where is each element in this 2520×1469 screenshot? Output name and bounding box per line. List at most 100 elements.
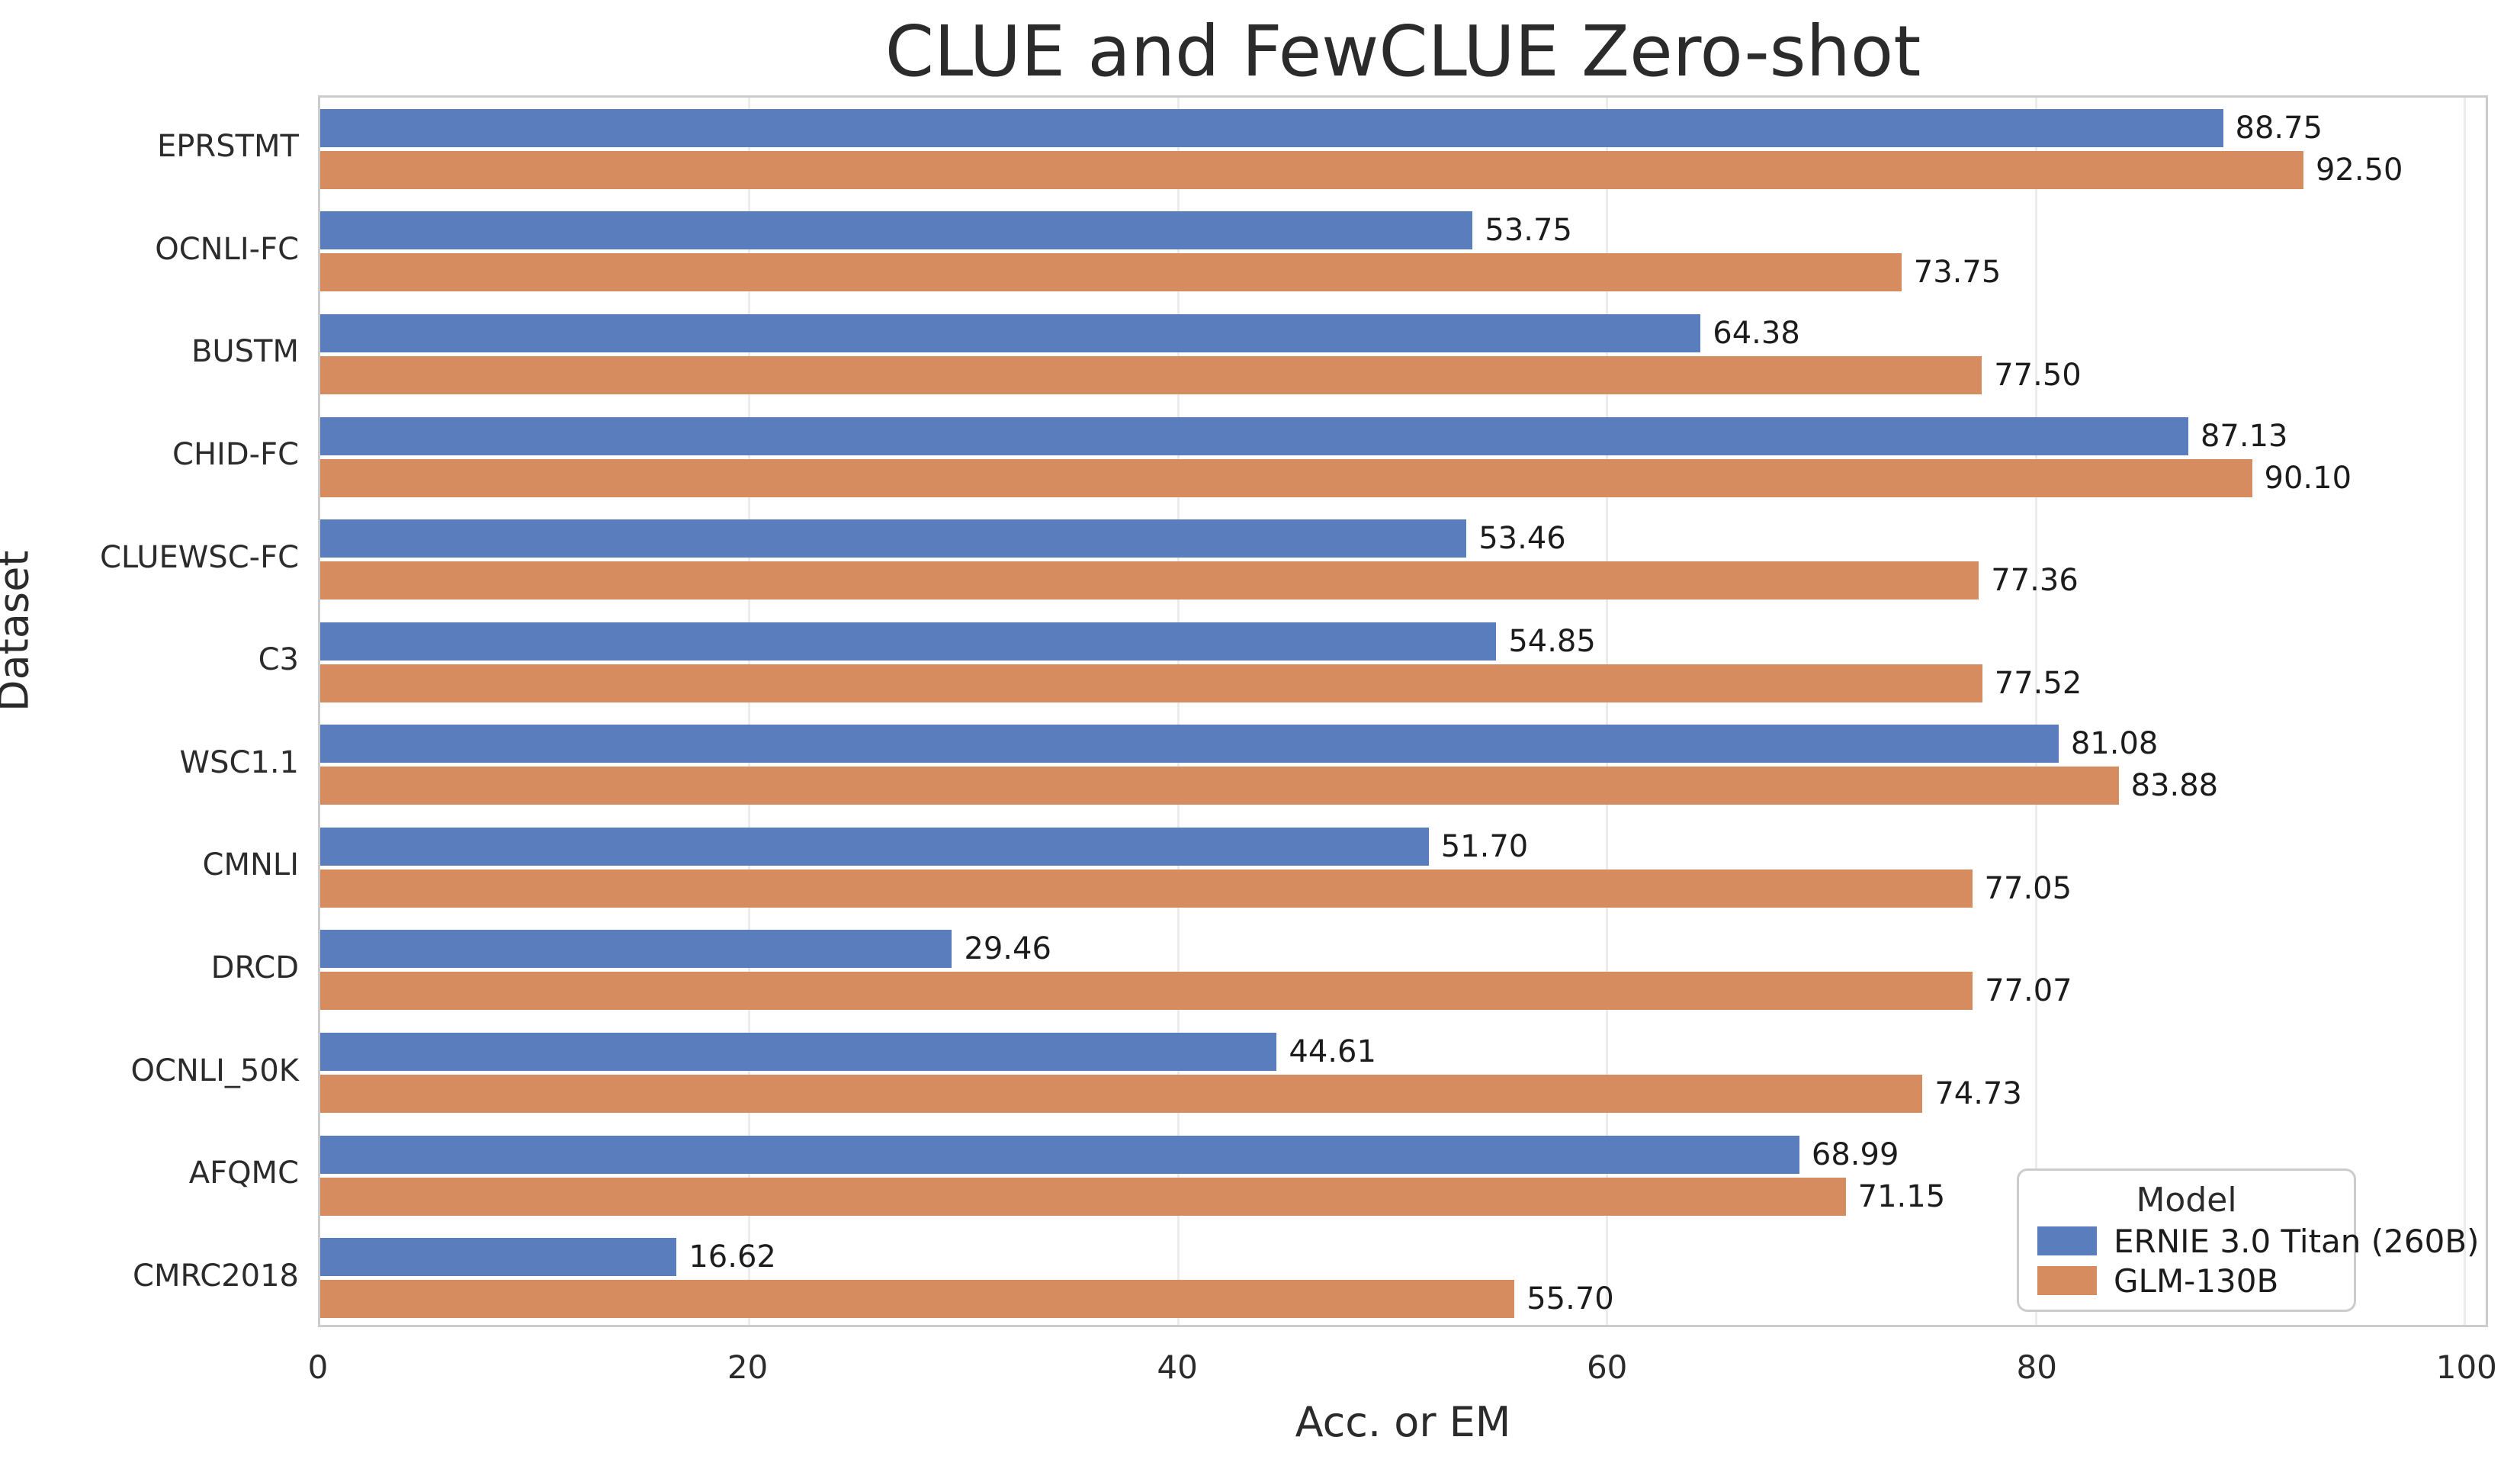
x-tick-label: 100	[2435, 1348, 2497, 1386]
bar-value-label: 88.75	[2235, 110, 2323, 146]
bar-value-label: 73.75	[1913, 255, 2002, 291]
bar	[320, 561, 1979, 600]
bar-line: 92.50	[320, 150, 2486, 189]
y-tick-label: EPRSTMT	[157, 129, 299, 165]
bar	[320, 1177, 1846, 1216]
y-tick-label: C3	[258, 642, 299, 678]
bar	[320, 1280, 1515, 1319]
bar-line: 77.05	[320, 869, 2486, 908]
y-tick-label: CLUEWSC-FC	[99, 539, 299, 575]
bar-value-label: 54.85	[1508, 623, 1596, 659]
bar	[320, 1135, 1799, 1174]
bar	[320, 930, 952, 969]
y-tick-label: CMNLI	[202, 847, 299, 883]
y-tick-label: OCNLI_50K	[130, 1053, 299, 1088]
bar-value-label: 90.10	[2264, 460, 2352, 496]
bar-row: 16.62 55.70	[320, 1226, 2486, 1329]
gridline	[1177, 98, 1180, 1325]
x-tick-label: 20	[727, 1348, 769, 1386]
bar-value-label: 77.50	[1994, 357, 2082, 393]
bar-line: 87.13	[320, 416, 2486, 455]
bar-value-label: 44.61	[1289, 1034, 1376, 1070]
bar-line: 16.62	[320, 1238, 2486, 1277]
bar-line: 44.61	[320, 1033, 2486, 1072]
bar	[320, 519, 1467, 558]
bar-line: 90.10	[320, 458, 2486, 497]
y-tick-label: BUSTM	[191, 334, 299, 370]
bar	[320, 622, 1497, 661]
legend-item: GLM-130B	[2037, 1262, 2335, 1300]
bar-value-label: 53.46	[1478, 521, 1566, 557]
bar-line: 53.75	[320, 211, 2486, 250]
bar-value-label: 64.38	[1713, 315, 1800, 351]
bar-line: 81.08	[320, 725, 2486, 763]
bar	[320, 150, 2303, 189]
bar-line: 55.70	[320, 1280, 2486, 1319]
bar-value-label: 51.70	[1440, 828, 1529, 864]
bar-row: 51.70 77.05	[320, 816, 2486, 919]
bar	[320, 767, 2119, 805]
bar	[320, 1075, 1923, 1114]
y-tick-label: WSC1.1	[179, 744, 299, 780]
legend-label: ERNIE 3.0 Titan (260B)	[2114, 1222, 2480, 1260]
gridline	[2034, 98, 2037, 1325]
bar-value-label: 81.08	[2070, 726, 2159, 762]
bar-row: 88.75 92.50	[320, 98, 2486, 201]
legend: Model ERNIE 3.0 Titan (260B) GLM-130B	[2017, 1168, 2480, 1312]
bar	[320, 253, 1902, 292]
bar-line: 88.75	[320, 108, 2486, 147]
bar-row: 87.13 90.10	[320, 406, 2486, 509]
legend-title: Model	[2136, 1181, 2237, 1220]
gridline	[2463, 98, 2466, 1325]
bar-line: 53.46	[320, 519, 2486, 558]
legend-item: ERNIE 3.0 Titan (260B)	[2037, 1223, 2480, 1260]
bar-row: 54.85 77.52	[320, 611, 2486, 714]
bar-line: 54.85	[320, 622, 2486, 661]
y-tick-label: DRCD	[210, 950, 299, 985]
bar-row: 81.08 83.88	[320, 714, 2486, 817]
bar	[320, 108, 2223, 147]
y-tick-label: CHID-FC	[172, 437, 299, 473]
bar	[320, 416, 2188, 455]
bar-value-label: 77.07	[1985, 973, 2072, 1009]
x-tick-label: 80	[2016, 1348, 2057, 1386]
bar-value-label: 83.88	[2130, 768, 2219, 804]
bar-row: 64.38 77.50	[320, 303, 2486, 406]
legend-label: GLM-130B	[2114, 1262, 2279, 1300]
bar-line: 77.36	[320, 561, 2486, 600]
x-tick-label: 0	[307, 1348, 329, 1386]
bar-line: 73.75	[320, 253, 2486, 292]
bar-line: 74.73	[320, 1075, 2486, 1114]
bar-line: 77.07	[320, 972, 2486, 1011]
x-tick-label: 60	[1586, 1348, 1628, 1386]
bar-line: 68.99	[320, 1135, 2486, 1174]
bar	[320, 1238, 677, 1277]
bar	[320, 355, 1982, 394]
bar-value-label: 53.75	[1485, 213, 1572, 249]
x-axis-title: Acc. or EM	[1295, 1398, 1511, 1446]
gridline	[748, 98, 751, 1325]
bar-line: 29.46	[320, 930, 2486, 969]
bar-value-label: 55.70	[1526, 1281, 1614, 1317]
legend-swatch-series-1	[2037, 1266, 2097, 1296]
bar-line: 77.50	[320, 355, 2486, 394]
bar-value-label: 71.15	[1857, 1178, 1946, 1214]
bar-line: 51.70	[320, 827, 2486, 866]
bar	[320, 869, 1973, 908]
bar-value-label: 16.62	[689, 1239, 776, 1275]
gridline	[1606, 98, 1609, 1325]
y-axis-title: Dataset	[0, 550, 38, 712]
bar-row: 53.46 77.36	[320, 508, 2486, 611]
plot-area: 88.75 92.50 53.75 73.75 64.38 77.50 87.13 90.10…	[318, 95, 2488, 1327]
bar-row: 68.99 71.15	[320, 1124, 2486, 1227]
bar-line: 64.38	[320, 313, 2486, 352]
y-tick-label: OCNLI-FC	[155, 231, 299, 267]
legend-swatch-series-0	[2037, 1226, 2097, 1255]
bar-row: 29.46 77.07	[320, 919, 2486, 1022]
bar-value-label: 68.99	[1811, 1136, 1899, 1172]
bar-line: 83.88	[320, 767, 2486, 805]
x-tick-label: 40	[1157, 1348, 1198, 1386]
bar-value-label: 87.13	[2200, 418, 2288, 454]
bar	[320, 313, 1701, 352]
bar-value-label: 29.46	[964, 931, 1051, 967]
